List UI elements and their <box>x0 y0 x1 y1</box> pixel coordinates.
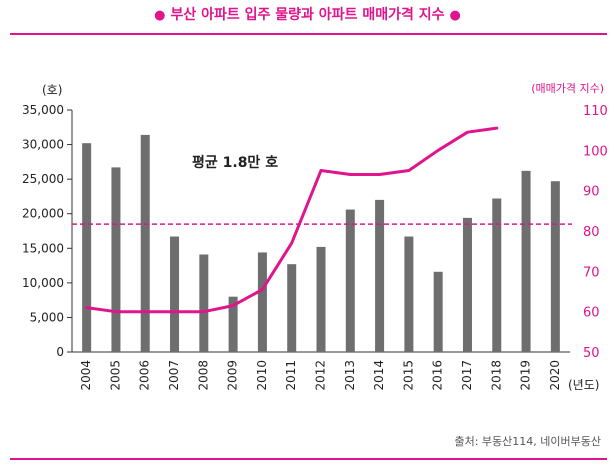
y-left-tick-label: 5,000 <box>30 310 64 324</box>
x-tick-label: 2007 <box>167 360 181 391</box>
bar <box>82 143 92 352</box>
x-tick-label: 2009 <box>226 360 240 391</box>
x-tick-label: 2005 <box>108 360 122 391</box>
bar <box>433 271 443 352</box>
x-tick-label: 2017 <box>460 360 474 391</box>
y-right-tick-label: 100 <box>583 144 608 159</box>
x-tick-label: 2016 <box>431 360 445 391</box>
y-right-tick-label: 80 <box>583 225 600 240</box>
bar <box>316 246 326 352</box>
y-left-tick-label: 25,000 <box>22 172 64 186</box>
x-tick-label: 2012 <box>314 360 328 391</box>
x-tick-label: 2004 <box>79 360 93 391</box>
y-left-unit: (호) <box>42 83 62 97</box>
y-left-tick-label: 20,000 <box>22 207 64 221</box>
x-tick-label: 2010 <box>255 360 269 391</box>
bar <box>140 134 150 352</box>
top-divider <box>10 33 607 35</box>
bullet-icon: ● <box>154 8 166 23</box>
x-tick-label: 2006 <box>138 360 152 391</box>
x-axis-unit: (년도) <box>568 378 599 392</box>
bottom-divider <box>10 458 607 460</box>
y-left-tick-label: 35,000 <box>22 103 64 117</box>
bar <box>492 198 502 352</box>
bar <box>111 167 121 352</box>
y-left-tick-label: 30,000 <box>22 138 64 152</box>
bullet-icon: ● <box>449 8 461 23</box>
bar <box>287 264 297 352</box>
x-tick-label: 2020 <box>548 360 562 391</box>
x-tick-label: 2008 <box>196 360 210 391</box>
index-line <box>85 126 499 314</box>
y-right-tick-label: 90 <box>583 185 600 200</box>
bar <box>462 217 472 352</box>
chart-title-text: 부산 아파트 입주 물량과 아파트 매매가격 지수 <box>170 7 445 23</box>
average-label: 평균 1.8만 호 <box>192 154 278 171</box>
bar <box>199 254 209 352</box>
y-left-tick-label: 0 <box>56 345 64 359</box>
bar <box>345 209 355 352</box>
source-note: 출처: 부동산114, 네이버부동산 <box>454 435 601 448</box>
x-tick-label: 2015 <box>401 360 415 391</box>
x-tick-label: 2011 <box>284 360 298 391</box>
bar <box>404 236 414 352</box>
bar <box>375 199 385 352</box>
y-right-unit: (매매가격 지수) <box>531 82 604 95</box>
bar <box>257 252 267 352</box>
y-left-tick-label: 10,000 <box>22 276 64 290</box>
x-tick-label: 2018 <box>489 360 503 391</box>
bar <box>170 236 180 352</box>
y-right-tick-label: 70 <box>583 265 600 280</box>
y-right-tick-label: 50 <box>583 346 600 361</box>
y-right-tick-label: 110 <box>583 104 608 119</box>
bar <box>521 170 531 352</box>
y-right-tick-label: 60 <box>583 306 600 321</box>
y-left-tick-label: 15,000 <box>22 241 64 255</box>
x-tick-label: 2019 <box>519 360 533 391</box>
x-tick-label: 2013 <box>343 360 357 391</box>
x-tick-label: 2014 <box>372 360 386 391</box>
bar <box>228 296 238 352</box>
bar <box>550 181 560 352</box>
chart-title: ● 부산 아파트 입주 물량과 아파트 매매가격 지수 ● <box>0 4 615 24</box>
